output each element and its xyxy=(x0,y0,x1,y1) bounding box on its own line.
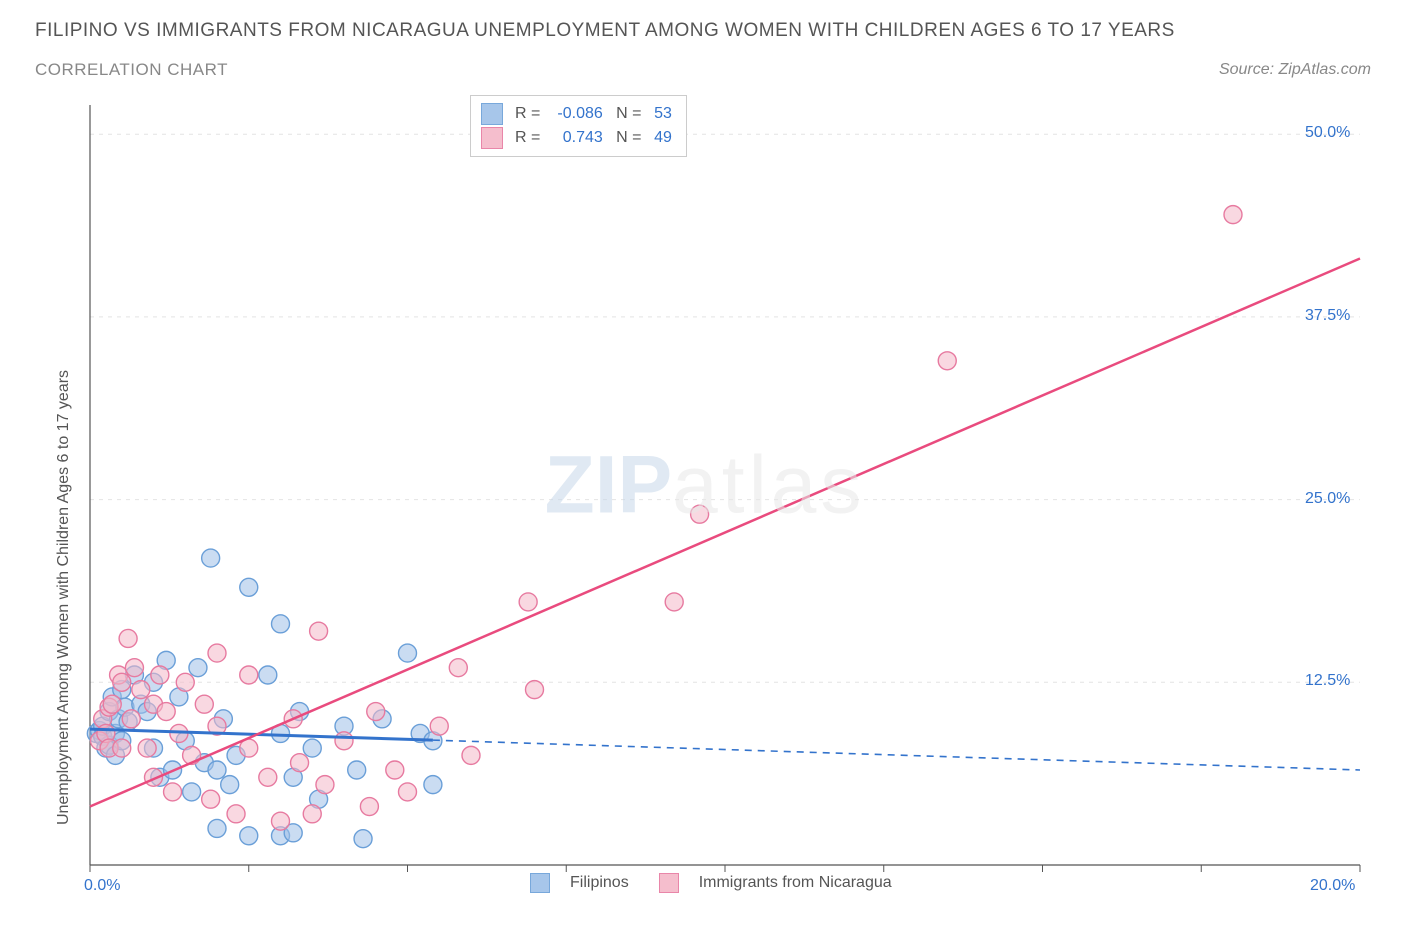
legend-item: Filipinos xyxy=(530,873,629,893)
stat-legend-text: R = 0.743 N = 49 xyxy=(515,129,672,147)
source-attribution: Source: ZipAtlas.com xyxy=(1219,61,1371,79)
y-tick-label: 12.5% xyxy=(1305,672,1350,690)
series-swatch xyxy=(481,103,503,125)
stat-legend-row: R = -0.086 N = 53 xyxy=(481,102,672,126)
y-tick-label: 50.0% xyxy=(1305,124,1350,142)
stat-legend-row: R = 0.743 N = 49 xyxy=(481,126,672,150)
y-tick-label: 25.0% xyxy=(1305,490,1350,508)
y-axis-label: Unemployment Among Women with Children A… xyxy=(55,370,73,825)
correlation-chart: ZIPatlas R = -0.086 N = 53R = 0.743 N = … xyxy=(35,95,1375,895)
legend-label: Immigrants from Nicaragua xyxy=(699,874,892,892)
legend-item: Immigrants from Nicaragua xyxy=(659,873,892,893)
series-swatch xyxy=(659,873,679,893)
y-tick-label: 37.5% xyxy=(1305,307,1350,325)
chart-svg xyxy=(35,95,1375,895)
legend-label: Filipinos xyxy=(570,874,629,892)
x-tick-label: 0.0% xyxy=(84,877,120,895)
series-legend: Filipinos Immigrants from Nicaragua xyxy=(530,873,892,893)
page-title: FILIPINO VS IMMIGRANTS FROM NICARAGUA UN… xyxy=(35,20,1371,42)
page-subtitle: CORRELATION CHART xyxy=(35,60,228,80)
stat-legend: R = -0.086 N = 53 R = 0.743 N = 49 xyxy=(470,95,687,157)
x-tick-label: 20.0% xyxy=(1310,877,1355,895)
series-swatch xyxy=(481,127,503,149)
stat-legend-text: R = -0.086 N = 53 xyxy=(515,105,672,123)
series-swatch xyxy=(530,873,550,893)
